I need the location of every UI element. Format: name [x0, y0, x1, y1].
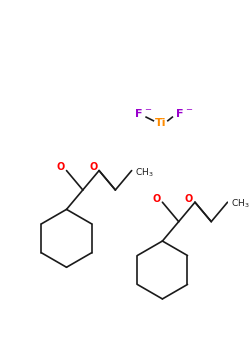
Text: Ti: Ti [155, 118, 166, 128]
Text: O: O [152, 194, 160, 204]
Text: F: F [135, 110, 143, 119]
Text: CH$_3$: CH$_3$ [135, 166, 154, 178]
Text: −: − [144, 105, 151, 114]
Text: −: − [185, 105, 192, 114]
Text: O: O [89, 162, 97, 173]
Text: O: O [185, 194, 193, 204]
Text: F: F [176, 110, 183, 119]
Text: O: O [56, 162, 65, 173]
Text: CH$_3$: CH$_3$ [231, 198, 250, 210]
